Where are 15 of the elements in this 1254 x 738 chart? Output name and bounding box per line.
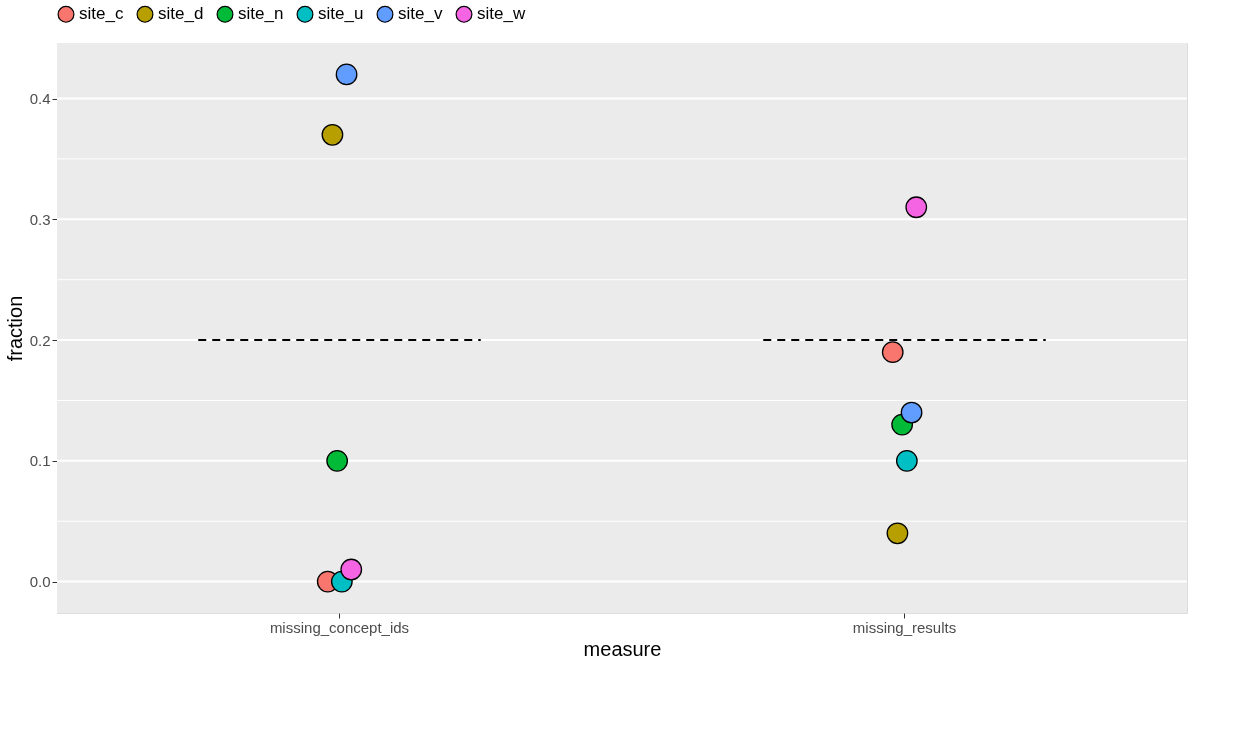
y-tick-label: 0.1 — [29, 452, 51, 470]
legend-label: site_d — [158, 4, 204, 24]
y-axis-title: fraction — [3, 295, 26, 362]
legend-label: site_v — [398, 4, 443, 24]
x-axis-title: measure — [583, 637, 662, 660]
x-tick-label: missing_concept_ids — [269, 618, 410, 636]
legend-label: site_n — [238, 4, 284, 24]
y-tick-label: 0.3 — [29, 210, 51, 228]
legend-label: site_c — [79, 4, 124, 24]
y-tick-label: 0.0 — [29, 573, 51, 591]
legend-label: site_u — [318, 4, 364, 24]
y-tick-label: 0.4 — [29, 90, 51, 108]
x-tick-label: missing_results — [852, 618, 957, 636]
y-tick-label: 0.2 — [29, 331, 51, 349]
legend-label: site_w — [477, 4, 526, 24]
